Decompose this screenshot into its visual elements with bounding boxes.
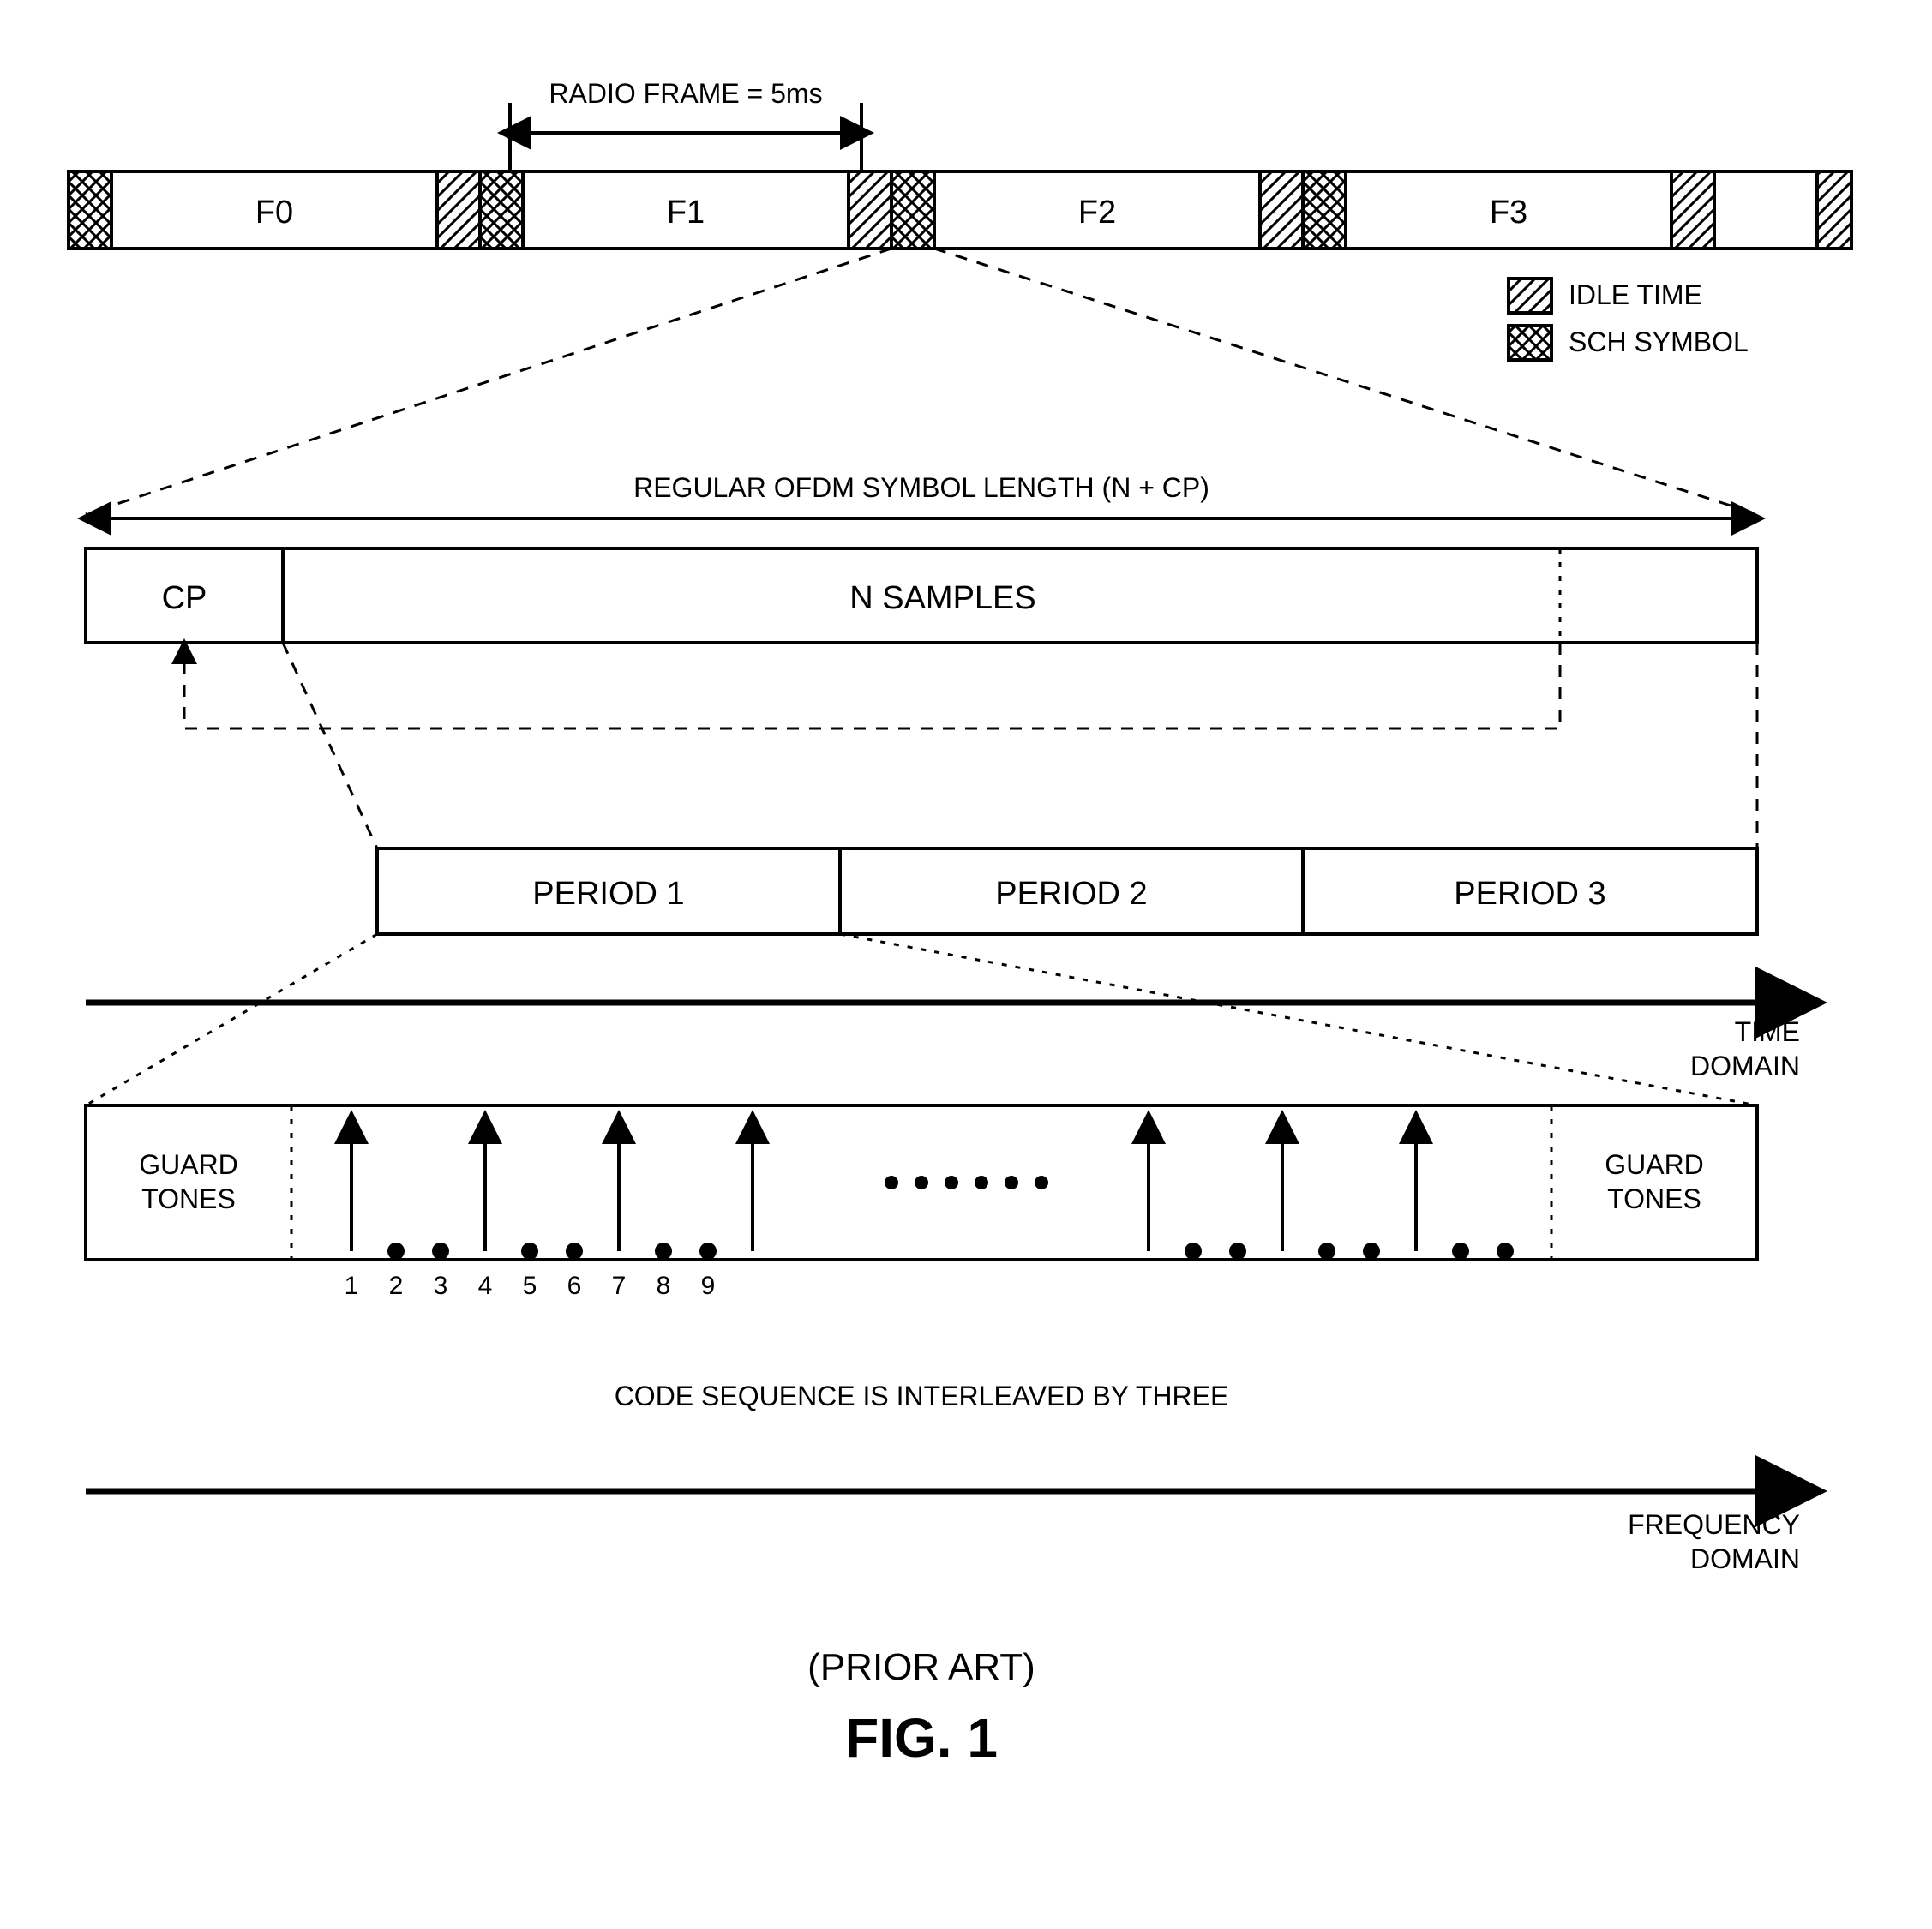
ofdm-group: REGULAR OFDM SYMBOL LENGTH (N + CP) CP N… (86, 472, 1757, 728)
time-domain-label-1: TIME (1735, 1016, 1800, 1047)
prior-art-label: (PRIOR ART) (807, 1646, 1035, 1688)
legend-idle-label: IDLE TIME (1569, 279, 1702, 310)
periods-group: PERIOD 1 PERIOD 2 PERIOD 3 (377, 848, 1757, 934)
time-domain-arrow: TIME DOMAIN (86, 1003, 1800, 1081)
nsamples-label: N SAMPLES (849, 580, 1036, 616)
svg-text:4: 4 (478, 1272, 493, 1300)
figure-container: F0 F1 F2 F3 RADIO FRAME = 5ms IDLE TIME … (34, 51, 1898, 1878)
svg-text:9: 9 (701, 1272, 716, 1300)
cp-label: CP (162, 580, 207, 616)
guard-right-2: TONES (1607, 1183, 1701, 1214)
svg-text:5: 5 (523, 1272, 537, 1300)
legend-sch-swatch (1509, 326, 1551, 360)
svg-text:3: 3 (434, 1272, 448, 1300)
guard-left-1: GUARD (139, 1149, 238, 1180)
frame-f0: F0 (255, 195, 293, 231)
period-1: PERIOD 1 (532, 876, 684, 912)
frame-f2: F2 (1078, 195, 1116, 231)
freq-domain-arrow: FREQUENCY DOMAIN (86, 1491, 1800, 1574)
period-2: PERIOD 2 (995, 876, 1147, 912)
freq-tones-group: GUARD TONES GUARD TONES (86, 1105, 1757, 1260)
frame-f1: F1 (667, 195, 705, 231)
radio-frame-label-group: RADIO FRAME = 5ms (510, 78, 861, 171)
freq-domain-label-1: FREQUENCY (1628, 1509, 1800, 1540)
zoom-lines-mid (283, 643, 1757, 848)
svg-text:7: 7 (612, 1272, 627, 1300)
guard-left-2: TONES (141, 1183, 236, 1214)
frame-f3: F3 (1490, 195, 1527, 231)
legend-idle-swatch (1509, 279, 1551, 313)
tone-numbers: 1 2 3 4 5 6 7 8 9 (345, 1272, 716, 1300)
ofdm-label: REGULAR OFDM SYMBOL LENGTH (N + CP) (633, 472, 1209, 503)
guard-right-1: GUARD (1605, 1149, 1704, 1180)
legend: IDLE TIME SCH SYMBOL (1509, 279, 1749, 360)
code-seq-label: CODE SEQUENCE IS INTERLEAVED BY THREE (615, 1381, 1229, 1411)
svg-text:6: 6 (567, 1272, 582, 1300)
svg-text:8: 8 (657, 1272, 671, 1300)
radio-frame-label: RADIO FRAME = 5ms (549, 78, 822, 109)
time-domain-label-2: DOMAIN (1690, 1051, 1800, 1081)
svg-text:2: 2 (389, 1272, 404, 1300)
period-3: PERIOD 3 (1454, 876, 1605, 912)
figure-svg: F0 F1 F2 F3 RADIO FRAME = 5ms IDLE TIME … (34, 51, 1898, 1878)
figure-label: FIG. 1 (845, 1707, 998, 1769)
zoom-lines-bottom (86, 934, 1757, 1105)
svg-text:1: 1 (345, 1272, 359, 1300)
freq-domain-label-2: DOMAIN (1690, 1543, 1800, 1574)
radio-frame-strip: F0 F1 F2 F3 (69, 171, 1851, 249)
legend-sch-label: SCH SYMBOL (1569, 326, 1749, 357)
